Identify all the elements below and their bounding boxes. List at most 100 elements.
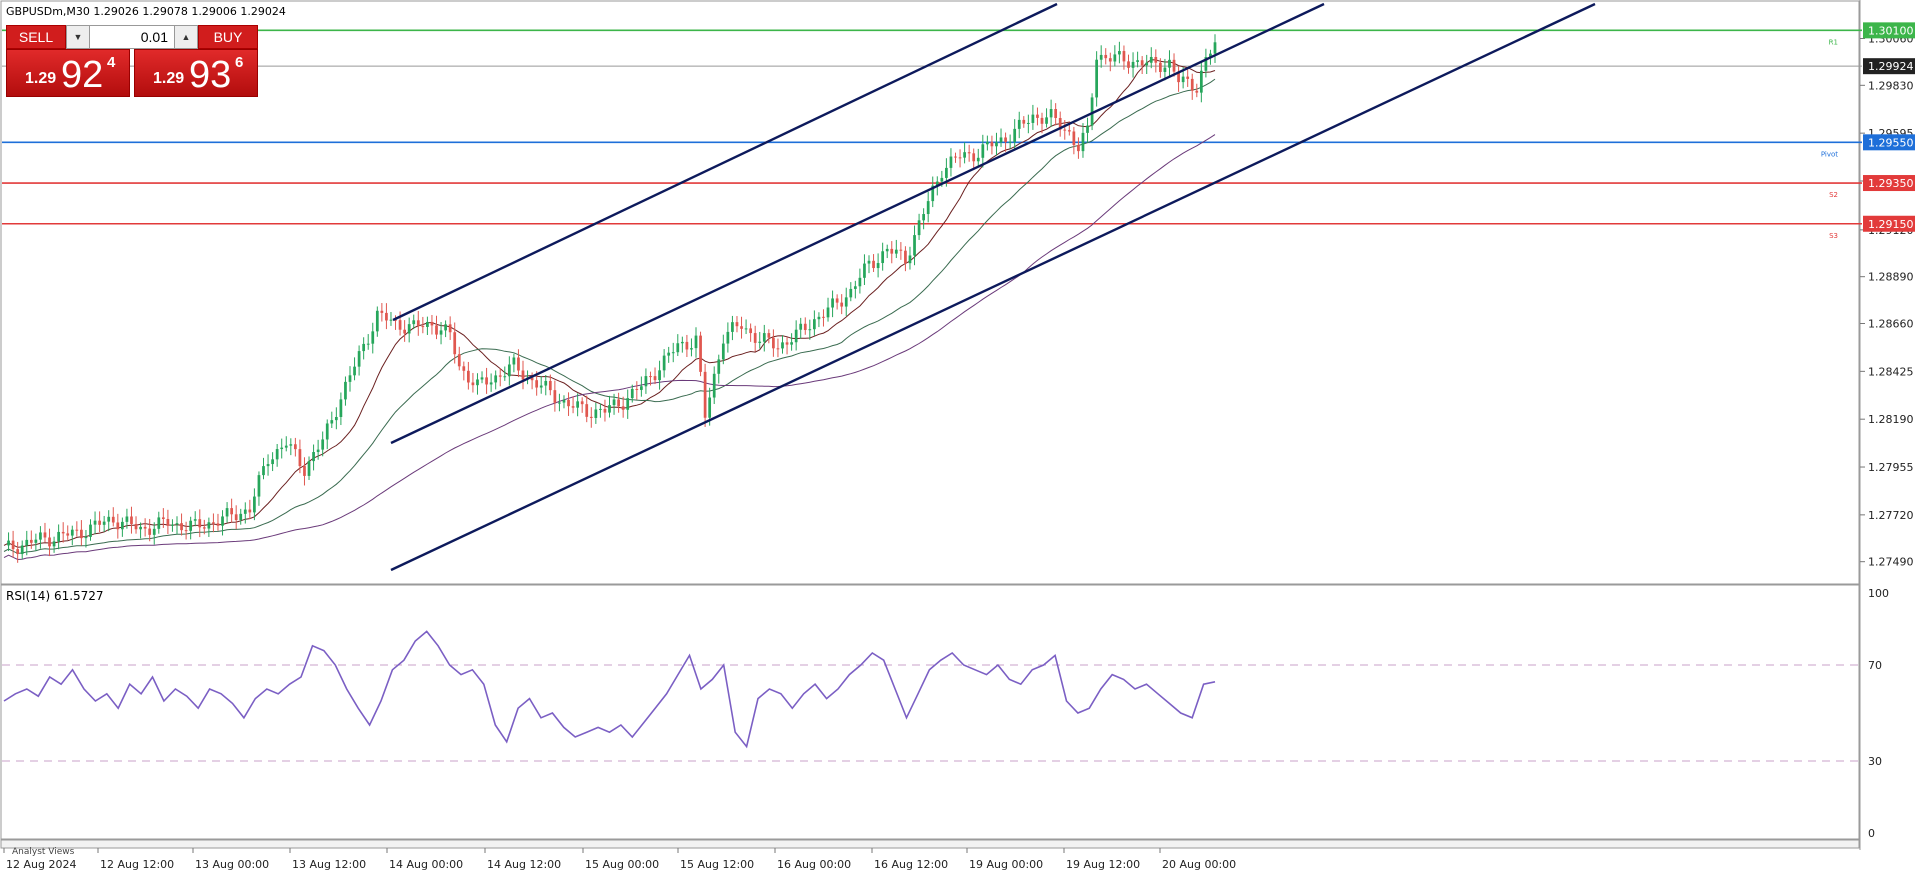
buy-price-big: 93 xyxy=(189,54,232,96)
candle-body xyxy=(662,355,666,371)
lot-value[interactable]: 0.01 xyxy=(140,29,168,45)
candle-body xyxy=(230,508,233,515)
candle-body xyxy=(808,329,812,331)
candle-body xyxy=(608,405,611,413)
candle-body xyxy=(940,177,944,182)
candle-body xyxy=(926,201,930,215)
lot-size-field[interactable]: ▼ 0.01 ▲ xyxy=(66,25,198,49)
candle-body xyxy=(890,248,894,254)
candle-body xyxy=(585,404,589,417)
candle-body xyxy=(498,375,502,377)
candle-body xyxy=(1186,76,1190,79)
candle-body xyxy=(635,388,639,390)
candle-body xyxy=(835,298,839,303)
candle-body xyxy=(849,288,853,298)
x-tick-label: 12 Aug 2024 xyxy=(6,858,76,871)
candle-body xyxy=(57,531,60,542)
level-label: S3 xyxy=(1829,232,1838,240)
candle-body xyxy=(394,319,397,321)
candle-body xyxy=(599,408,602,410)
candle-body xyxy=(52,541,56,547)
candle-body xyxy=(1181,76,1185,83)
candle-body xyxy=(11,540,15,550)
candle-body xyxy=(781,342,784,349)
y-tick-label: 1.27720 xyxy=(1868,509,1914,522)
x-tick-label: 19 Aug 12:00 xyxy=(1066,858,1140,871)
analyst-views-label: Analyst Views xyxy=(12,847,75,857)
candle-body xyxy=(1199,70,1203,93)
lot-decrease-icon[interactable]: ▼ xyxy=(67,26,90,48)
candle-body xyxy=(894,249,898,254)
candle-body xyxy=(1213,42,1217,54)
rsi-tick-label: 70 xyxy=(1868,659,1882,672)
candle-body xyxy=(904,250,907,264)
candle-body xyxy=(280,447,284,450)
candle-body xyxy=(216,523,220,526)
x-tick-label: 20 Aug 00:00 xyxy=(1162,858,1236,871)
candle-body xyxy=(435,325,438,335)
candle-body xyxy=(935,181,939,186)
candle-body xyxy=(1063,129,1067,131)
candle-body xyxy=(1190,78,1194,91)
candle-body xyxy=(644,376,648,387)
x-tick-label: 15 Aug 12:00 xyxy=(680,858,754,871)
candle-body xyxy=(125,516,129,522)
candle-body xyxy=(1086,125,1089,133)
candle-body xyxy=(580,401,584,405)
candle-body xyxy=(234,514,238,521)
sell-price-big: 92 xyxy=(61,54,104,96)
rsi-frame xyxy=(0,584,1860,840)
candle-body xyxy=(813,319,816,330)
price-axis: 1.27490 1.27720 1.27955 1.28190 1.28425 1.286… xyxy=(1860,33,1914,569)
candle-body xyxy=(1195,90,1199,93)
candle-body xyxy=(517,357,520,371)
price-tag-box xyxy=(1863,215,1915,232)
candle-body xyxy=(1209,53,1212,58)
y-tick-label: 1.28890 xyxy=(1868,271,1914,284)
price-tag-label: 1.29350 xyxy=(1868,177,1914,190)
candle-body xyxy=(467,370,470,383)
candle-body xyxy=(544,380,548,386)
candle-body xyxy=(731,322,734,332)
rsi-tick-label: 30 xyxy=(1868,755,1882,768)
candle-body xyxy=(70,529,74,536)
candle-body xyxy=(785,342,789,345)
candle-body xyxy=(421,326,425,328)
candle-body xyxy=(43,532,47,538)
candle-body xyxy=(1145,62,1149,66)
price-tag-label: 1.30100 xyxy=(1868,24,1914,37)
y-tick-label: 1.27955 xyxy=(1868,461,1914,474)
candle-body xyxy=(398,320,402,330)
candle-body xyxy=(853,286,857,289)
candle-body xyxy=(480,377,484,380)
y-tick-label: 1.28190 xyxy=(1868,413,1914,426)
x-tick-label: 14 Aug 00:00 xyxy=(389,858,463,871)
candle-body xyxy=(353,366,356,376)
candle-body xyxy=(621,406,625,410)
candle-body xyxy=(958,157,962,159)
lot-increase-icon[interactable]: ▲ xyxy=(174,26,197,48)
candle-body xyxy=(403,329,406,334)
candle-body xyxy=(193,519,197,521)
candle-body xyxy=(93,520,97,525)
candle-body xyxy=(111,516,115,523)
candle-body xyxy=(876,263,880,269)
candle-body xyxy=(184,530,188,532)
price-tag-box xyxy=(1863,175,1915,192)
candle-body xyxy=(239,513,243,521)
candle-body xyxy=(98,520,101,525)
candle-body xyxy=(494,375,498,383)
sell-button[interactable]: SELL xyxy=(6,25,66,49)
candle-body xyxy=(576,401,579,408)
buy-button[interactable]: BUY xyxy=(198,25,258,49)
moving-average-line xyxy=(3,59,1216,548)
candle-body xyxy=(253,496,256,513)
candle-body xyxy=(171,524,174,526)
channel-line xyxy=(390,2,1325,445)
sell-price[interactable]: 1.29 92 4 xyxy=(6,49,130,97)
candle-body xyxy=(1054,109,1058,118)
candle-body xyxy=(212,522,215,524)
candle-body xyxy=(325,423,329,440)
candle-body xyxy=(690,348,693,350)
buy-price[interactable]: 1.29 93 6 xyxy=(134,49,258,97)
